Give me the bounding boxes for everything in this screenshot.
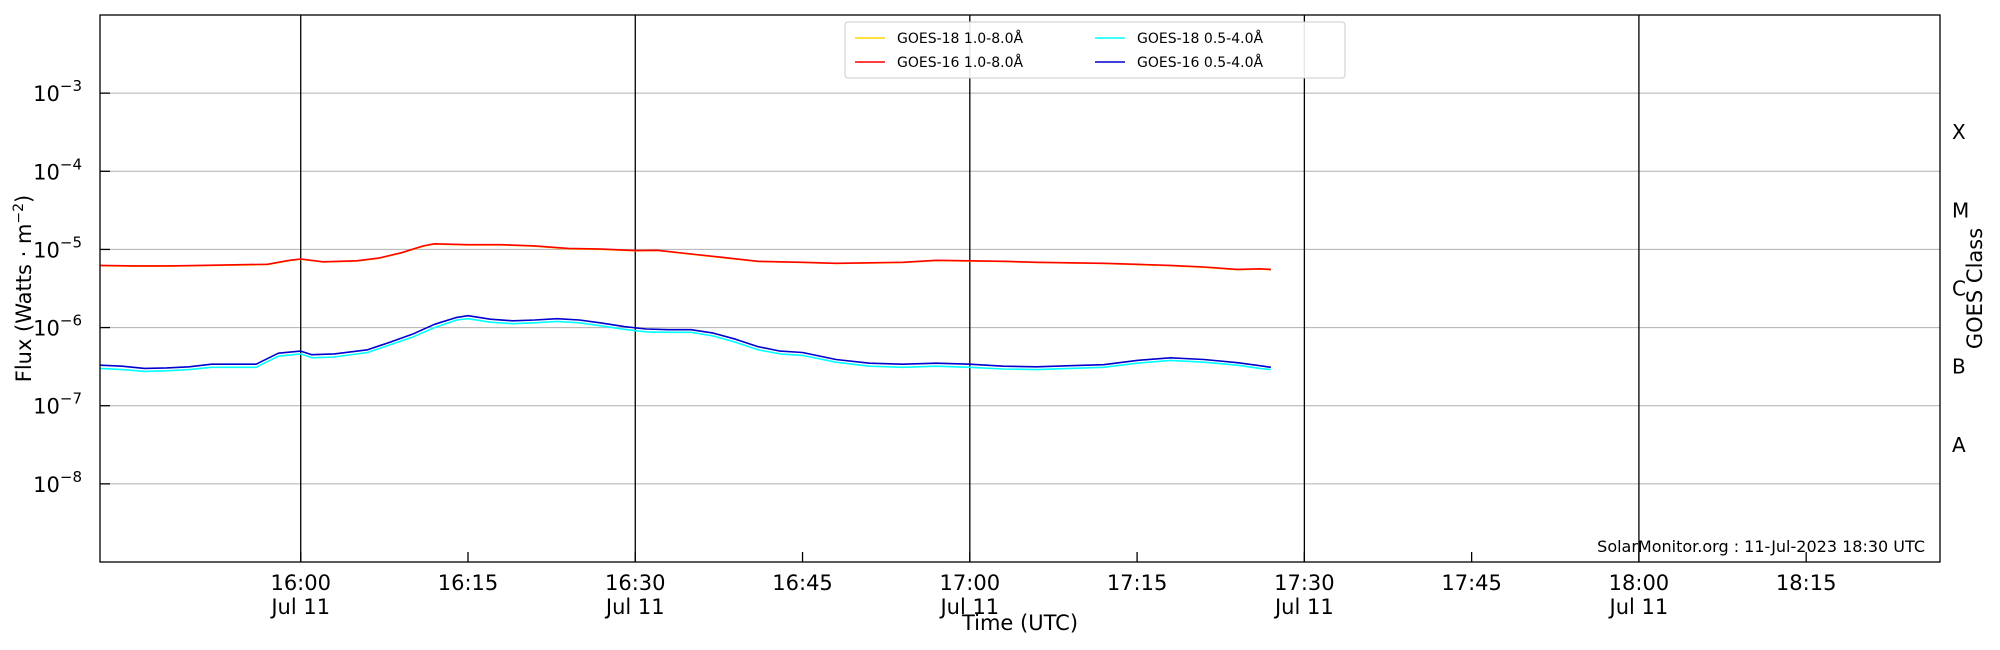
y-tick-label-0: 10−8 bbox=[33, 468, 82, 497]
y-axis-title: Flux (Watts · m−2) bbox=[11, 195, 36, 383]
data-series bbox=[99, 243, 1272, 373]
y-axis-title-exponent: −2 bbox=[11, 203, 27, 224]
plot-frame bbox=[99, 14, 1941, 563]
y-tick-labels: 10−8 10−7 10−6 10−5 10−4 10−3 bbox=[33, 77, 82, 497]
x-axis-title: Time (UTC) bbox=[961, 611, 1078, 635]
series-line-3 bbox=[99, 314, 1272, 370]
goes-class-m: M bbox=[1952, 198, 1969, 222]
day-marker-lines bbox=[300, 15, 1640, 562]
y-axis-title-close: ) bbox=[12, 195, 36, 203]
y-tick-label-2: 10−6 bbox=[33, 312, 82, 341]
legend-label-1: GOES-18 0.5-4.0Å bbox=[1137, 30, 1263, 47]
legend-label-2: GOES-16 1.0-8.0Å bbox=[897, 54, 1023, 71]
y-tick-label-5: 10−3 bbox=[33, 77, 82, 106]
y-axis-title-main: Flux (Watts · m bbox=[12, 224, 36, 383]
y-tick-label-3: 10−5 bbox=[33, 233, 82, 262]
x-tick-label-7: 17:45 bbox=[1441, 571, 1502, 595]
legend: GOES-18 1.0-8.0Å GOES-18 0.5-4.0Å GOES-16 … bbox=[844, 21, 1346, 79]
series-line-2 bbox=[99, 317, 1271, 373]
goes-class-a: A bbox=[1952, 433, 1966, 457]
grid-lines bbox=[100, 92, 1940, 485]
x-tick-label-4: 17:00 bbox=[940, 571, 1001, 595]
goes-class-x: X bbox=[1952, 120, 1966, 144]
solarmonitor-annotation: SolarMonitor.org : 11-Jul-2023 18:30 UTC bbox=[1597, 537, 1925, 556]
goes-class-b: B bbox=[1952, 355, 1966, 379]
x-tick-date-2: Jul 11 bbox=[604, 595, 665, 619]
x-tick-date-4: Jul 11 bbox=[938, 595, 999, 619]
axis-ticks bbox=[100, 92, 1807, 562]
x-tick-label-2: 16:30 bbox=[605, 571, 666, 595]
x-tick-label-6: 17:30 bbox=[1274, 571, 1335, 595]
x-tick-date-6: Jul 11 bbox=[1273, 595, 1334, 619]
legend-box bbox=[844, 21, 1346, 79]
x-tick-label-3: 16:45 bbox=[772, 571, 833, 595]
legend-label-3: GOES-16 0.5-4.0Å bbox=[1137, 54, 1263, 71]
y-tick-label-1: 10−7 bbox=[33, 390, 82, 419]
x-tick-date-0: Jul 11 bbox=[269, 595, 330, 619]
y-tick-label-4: 10−4 bbox=[33, 155, 82, 184]
goes-class-axis-title: GOES Class bbox=[1963, 228, 1987, 349]
goes-class-c: C bbox=[1952, 277, 1966, 301]
x-tick-label-9: 18:15 bbox=[1776, 571, 1837, 595]
x-tick-label-5: 17:15 bbox=[1107, 571, 1168, 595]
x-tick-date-8: Jul 11 bbox=[1608, 595, 1669, 619]
x-tick-label-0: 16:00 bbox=[270, 571, 331, 595]
series-line-1 bbox=[99, 243, 1271, 271]
x-tick-label-8: 18:00 bbox=[1609, 571, 1670, 595]
x-tick-label-1: 16:15 bbox=[438, 571, 499, 595]
legend-label-0: GOES-18 1.0-8.0Å bbox=[897, 30, 1023, 47]
goes-class-labels: A B C M X bbox=[1952, 120, 1969, 457]
